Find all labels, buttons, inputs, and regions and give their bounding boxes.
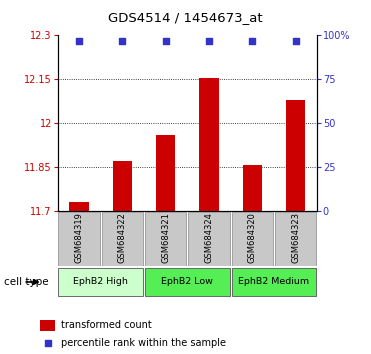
Text: cell type: cell type <box>4 277 48 287</box>
Point <box>45 340 51 346</box>
Text: GSM684320: GSM684320 <box>248 212 257 263</box>
FancyBboxPatch shape <box>58 268 143 296</box>
Bar <box>243 165 262 211</box>
Point <box>163 38 169 44</box>
FancyBboxPatch shape <box>145 268 230 296</box>
Text: GDS4514 / 1454673_at: GDS4514 / 1454673_at <box>108 11 263 24</box>
Bar <box>113 161 132 211</box>
Bar <box>40 320 55 331</box>
FancyBboxPatch shape <box>58 212 100 266</box>
Text: GSM684322: GSM684322 <box>118 212 127 263</box>
FancyBboxPatch shape <box>145 212 187 266</box>
Text: percentile rank within the sample: percentile rank within the sample <box>61 338 226 348</box>
Text: EphB2 Medium: EphB2 Medium <box>238 277 309 286</box>
FancyBboxPatch shape <box>188 212 230 266</box>
FancyBboxPatch shape <box>232 268 316 296</box>
Point <box>249 38 255 44</box>
Text: GSM684319: GSM684319 <box>75 212 83 263</box>
FancyBboxPatch shape <box>275 212 316 266</box>
Bar <box>286 100 305 211</box>
Point <box>293 38 299 44</box>
Point <box>76 38 82 44</box>
Point <box>119 38 125 44</box>
Point <box>206 38 212 44</box>
Text: EphB2 High: EphB2 High <box>73 277 128 286</box>
Text: EphB2 Low: EphB2 Low <box>161 277 213 286</box>
FancyBboxPatch shape <box>102 212 143 266</box>
Bar <box>156 135 175 211</box>
FancyBboxPatch shape <box>232 212 273 266</box>
Text: GSM684321: GSM684321 <box>161 212 170 263</box>
Bar <box>199 78 219 211</box>
Text: transformed count: transformed count <box>61 320 152 330</box>
Text: GSM684323: GSM684323 <box>291 212 300 263</box>
Bar <box>69 202 89 211</box>
Text: GSM684324: GSM684324 <box>204 212 213 263</box>
